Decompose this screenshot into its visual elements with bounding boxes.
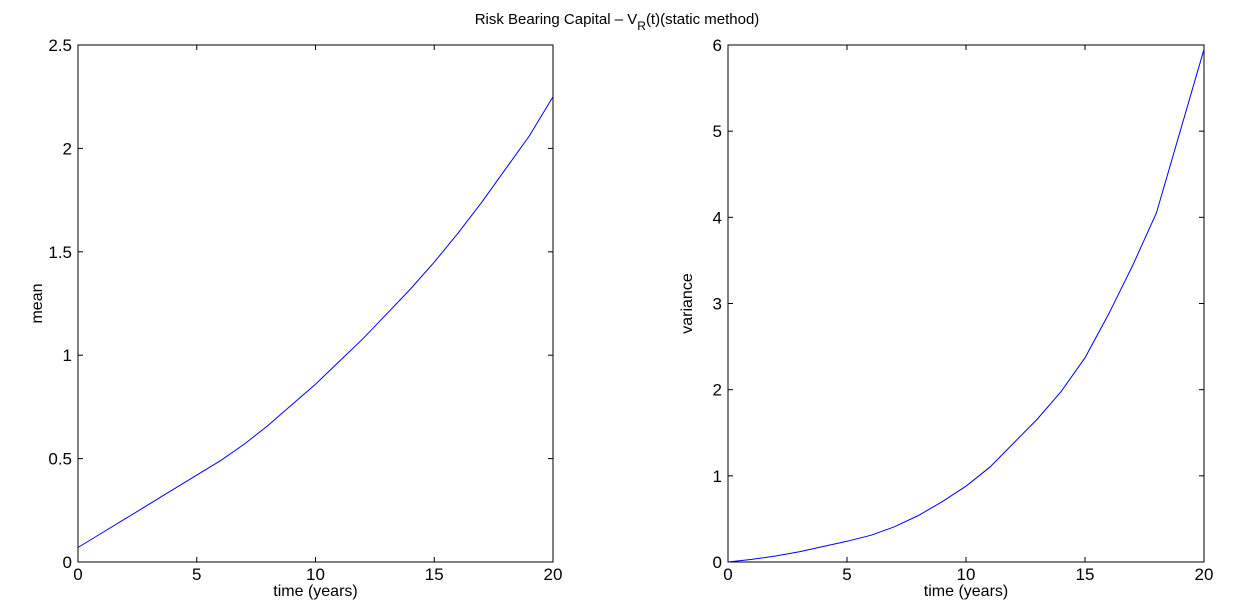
y-tick-label: 0 (63, 553, 72, 572)
x-tick-label: 0 (73, 565, 82, 584)
title-main: Risk Bearing Capital – V (475, 11, 638, 28)
y-tick-label: 0.5 (48, 450, 72, 469)
y-tick-label: 2 (713, 381, 722, 400)
axes-box (727, 44, 1205, 563)
x-tick-label: 0 (723, 565, 732, 584)
y-axis-label: mean (29, 283, 46, 323)
x-tick-label: 20 (544, 565, 563, 584)
mean-plot: 0 5 10 15 20 0 0.5 1 1.5 2 2.5 time (years) mean (29, 36, 562, 600)
y-tick-label: 0 (713, 553, 722, 572)
x-tick-label: 10 (306, 565, 325, 584)
variance-plot: 0 5 10 15 20 0 1 2 3 4 5 6 time (years) variance (679, 36, 1213, 600)
y-tick-label: 1.5 (48, 243, 72, 262)
x-axis-label: time (years) (924, 583, 1008, 600)
x-tick-label: 15 (425, 565, 444, 584)
series-line (727, 49, 1205, 563)
x-tick-label: 20 (1195, 565, 1214, 584)
y-tick-label: 2.5 (48, 36, 72, 55)
title-tail: (t)(static method) (646, 11, 759, 28)
y-tick-label: 4 (713, 208, 722, 227)
axes-box (77, 44, 554, 563)
y-tick-label: 3 (713, 295, 722, 314)
figure-title: Risk Bearing Capital – VR(t)(static meth… (475, 11, 760, 33)
y-tick-label: 1 (713, 467, 722, 486)
title-subscript: R (637, 19, 646, 33)
x-tick-label: 15 (1076, 565, 1095, 584)
y-axis-label: variance (679, 273, 696, 334)
x-tick-label: 5 (842, 565, 851, 584)
x-tick-label: 5 (192, 565, 201, 584)
y-tick-label: 1 (63, 346, 72, 365)
series-line (77, 96, 554, 548)
y-tick-label: 5 (713, 122, 722, 141)
y-tick-label: 2 (63, 139, 72, 158)
x-axis-label: time (years) (273, 583, 357, 600)
x-tick-label: 10 (957, 565, 976, 584)
y-tick-label: 6 (713, 36, 722, 55)
